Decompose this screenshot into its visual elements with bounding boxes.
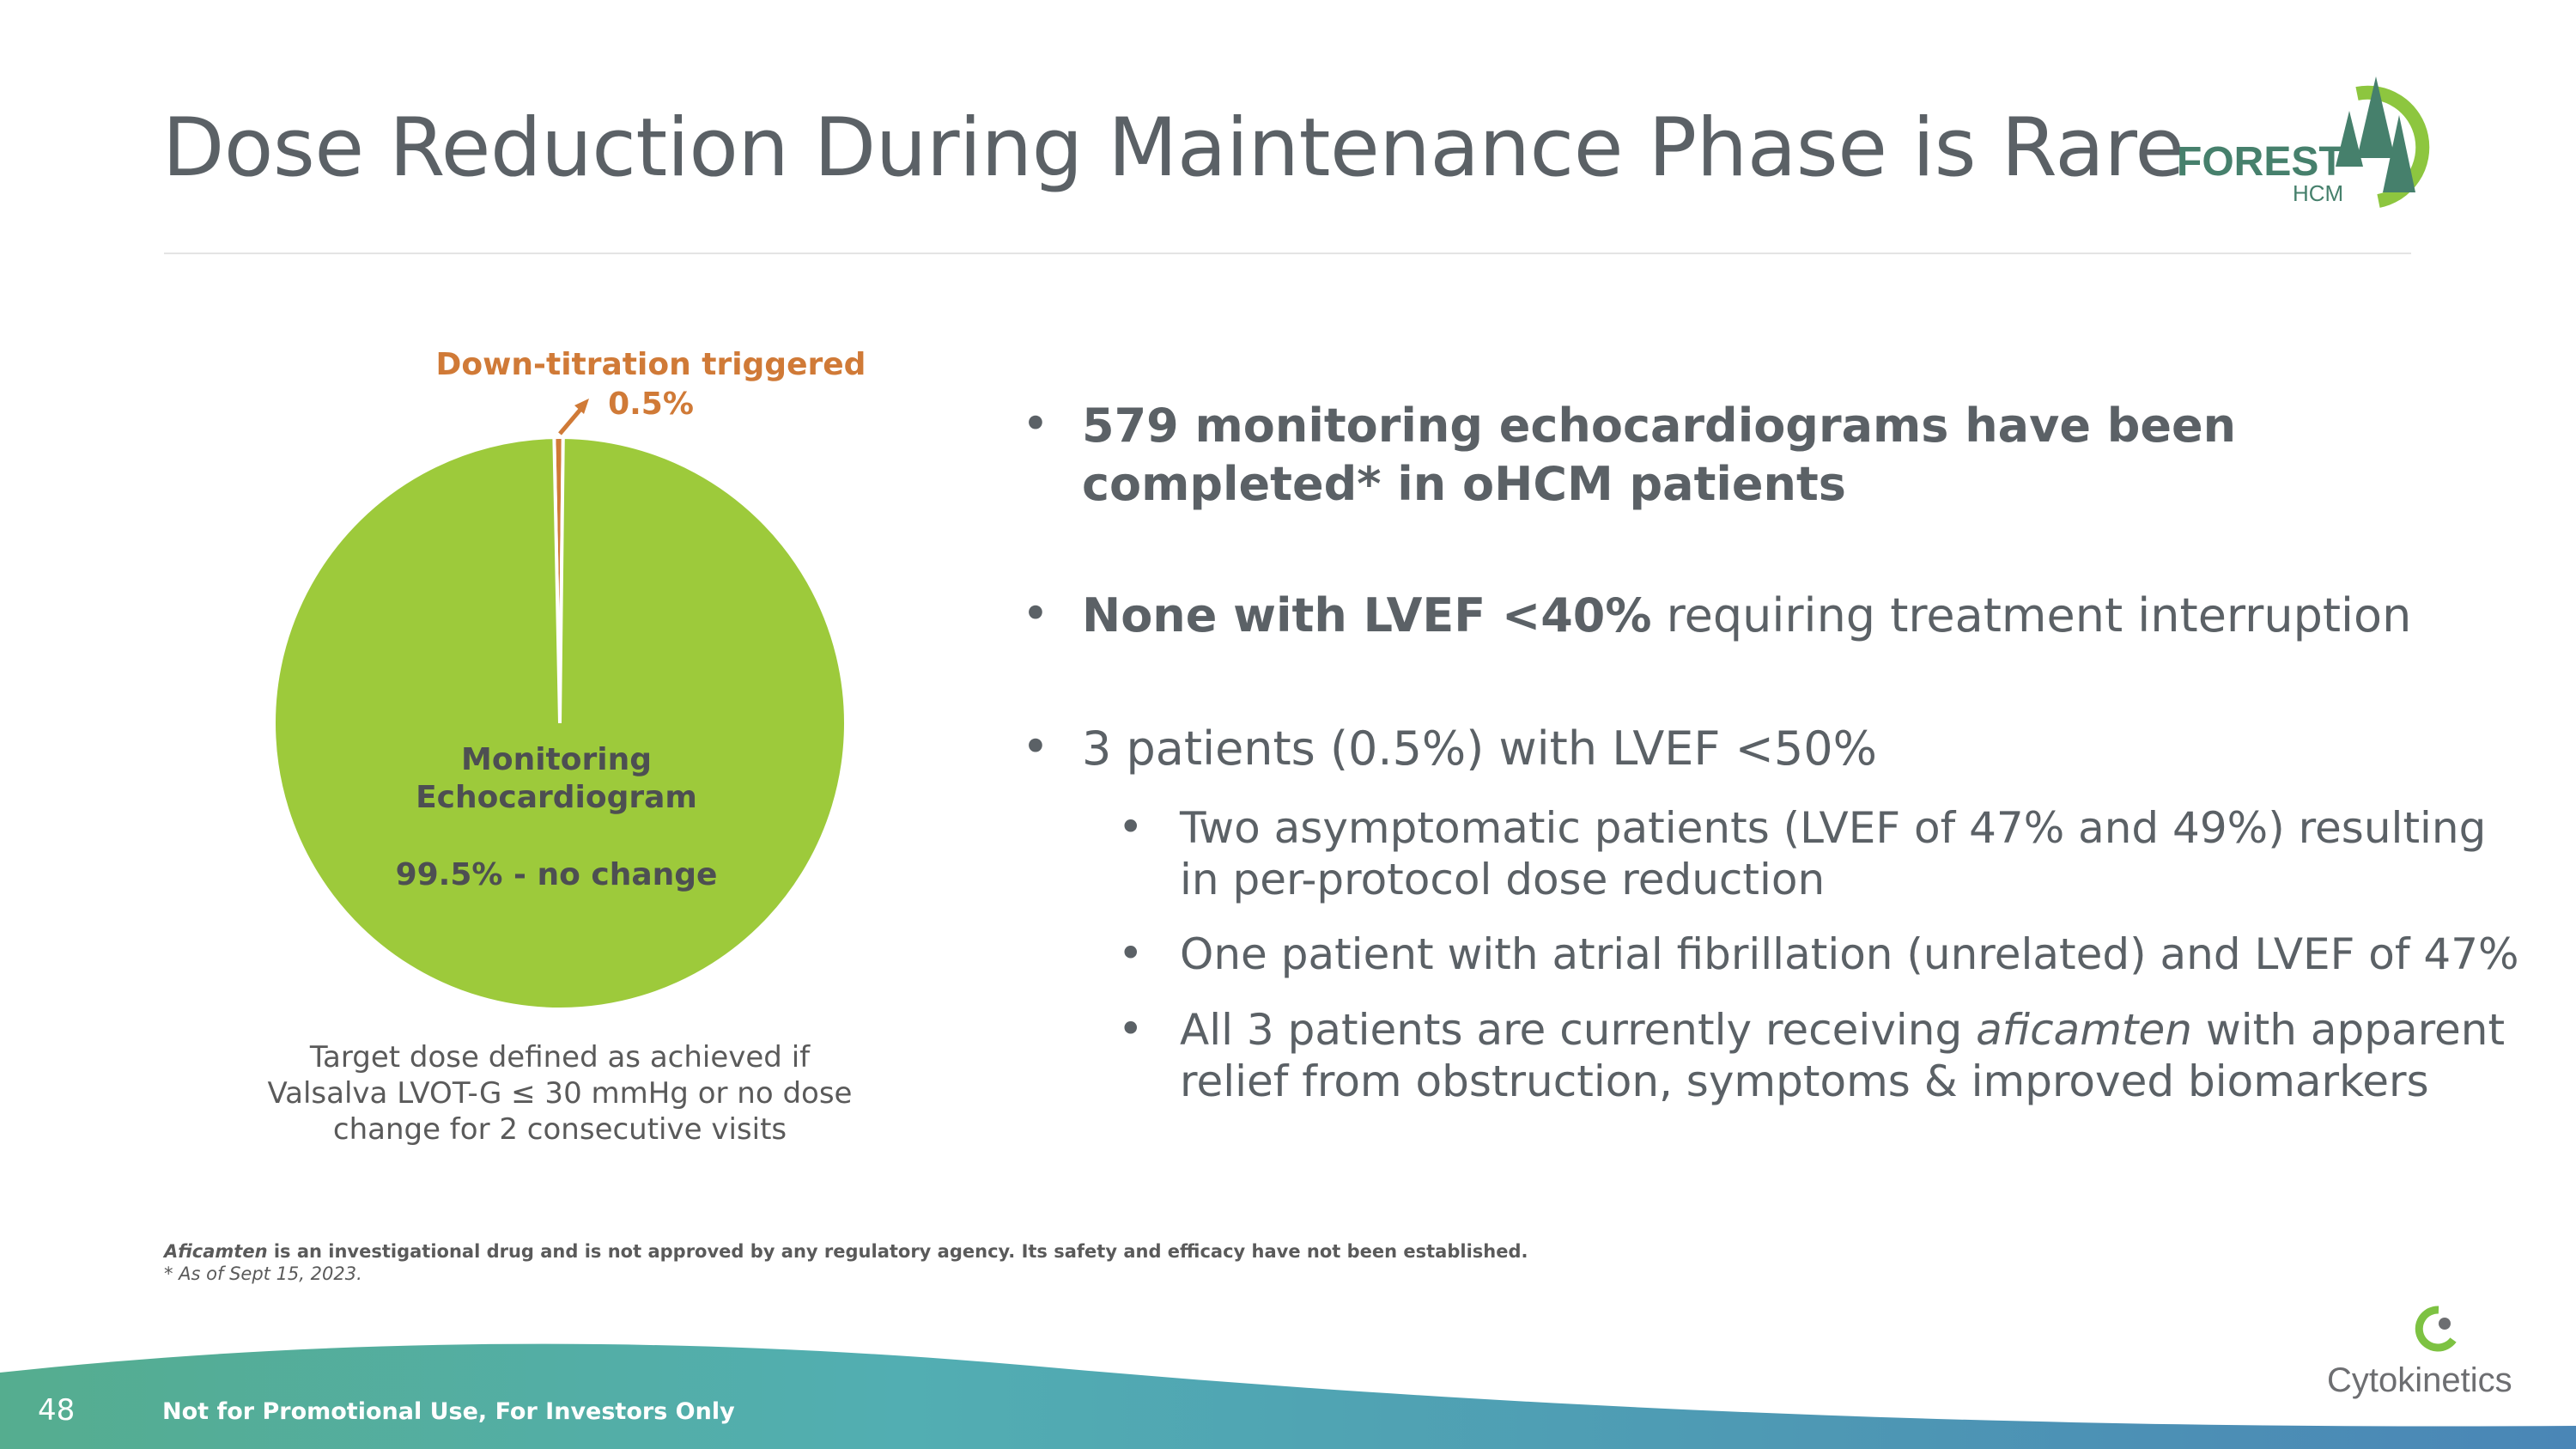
bullet-text: 579 monitoring echocardiograms have been bbox=[1082, 399, 2237, 453]
bullet-text: relief from obstruction, symptoms & impr… bbox=[1180, 1056, 2429, 1106]
pie-caption: Target dose defined as achieved if Valsa… bbox=[259, 1039, 860, 1148]
bullet-text: One patient with atrial fibrillation (un… bbox=[1180, 929, 2519, 979]
bullet-marker: • bbox=[1022, 397, 1049, 451]
bullet-text: All 3 patients are currently receiving bbox=[1180, 1005, 1977, 1055]
pie-chart: Down-titration triggered 0.5% Monitoring… bbox=[272, 347, 866, 1011]
slice-label-line1: Monitoring bbox=[461, 742, 652, 777]
title-divider bbox=[164, 253, 2411, 254]
bullet-marker: • bbox=[1118, 928, 1144, 978]
bullet-text: completed* in oHCM patients bbox=[1082, 457, 1846, 511]
footer-note: Not for Promotional Use, For Investors O… bbox=[162, 1398, 735, 1425]
forest-hcm-logo: FOREST HCM bbox=[2177, 76, 2430, 208]
bullet-text: with apparent bbox=[2191, 1005, 2506, 1055]
drug-name: aficamten bbox=[1976, 1005, 2192, 1055]
bullet-marker: • bbox=[1022, 720, 1049, 774]
svg-text:HCM: HCM bbox=[2293, 180, 2343, 206]
footer-wave bbox=[0, 1343, 2576, 1449]
bullet-text: Two asymptomatic patients (LVEF of 47% a… bbox=[1180, 803, 2487, 853]
footnotes: Aficamten is an investigational drug and… bbox=[164, 1240, 1528, 1285]
slice-value-down-titration: 0.5% bbox=[608, 387, 694, 422]
bullet-marker: • bbox=[1022, 587, 1049, 641]
caption-line: Valsalva LVOT-G ≤ 30 mmHg or no dose bbox=[267, 1076, 853, 1111]
callout-arrowhead bbox=[574, 399, 589, 414]
slice-label-line2: Echocardiogram bbox=[416, 780, 697, 815]
footnote-disclaimer: is an investigational drug and is not ap… bbox=[267, 1241, 1528, 1262]
cytokinetics-logo: Cytokinetics bbox=[2327, 1306, 2512, 1399]
svg-text:FOREST: FOREST bbox=[2177, 139, 2344, 185]
slice-label-down-titration: Down-titration triggered bbox=[436, 347, 866, 382]
slice-value-no-change: 99.5% - no change bbox=[396, 857, 718, 892]
caption-line: Target dose defined as achieved if bbox=[309, 1040, 811, 1075]
footnote-asof: * As of Sept 15, 2023. bbox=[164, 1263, 362, 1284]
bullet-text: requiring treatment interruption bbox=[1651, 588, 2412, 642]
page-number: 48 bbox=[38, 1393, 76, 1428]
bullet-text: in per-protocol dose reduction bbox=[1180, 855, 1826, 904]
bullet-bold: None with LVEF <40% bbox=[1082, 588, 1652, 642]
bullet-marker: • bbox=[1118, 1004, 1144, 1054]
pie-slice-no-change bbox=[272, 435, 848, 1011]
company-name: Cytokinetics bbox=[2327, 1361, 2512, 1399]
page-title: Dose Reduction During Maintenance Phase … bbox=[162, 101, 2184, 195]
caption-line: change for 2 consecutive visits bbox=[332, 1112, 787, 1147]
bullet-marker: • bbox=[1118, 802, 1144, 852]
footnote-drug: Aficamten bbox=[164, 1241, 268, 1262]
bullet-text: 3 patients (0.5%) with LVEF <50% bbox=[1082, 721, 1877, 776]
